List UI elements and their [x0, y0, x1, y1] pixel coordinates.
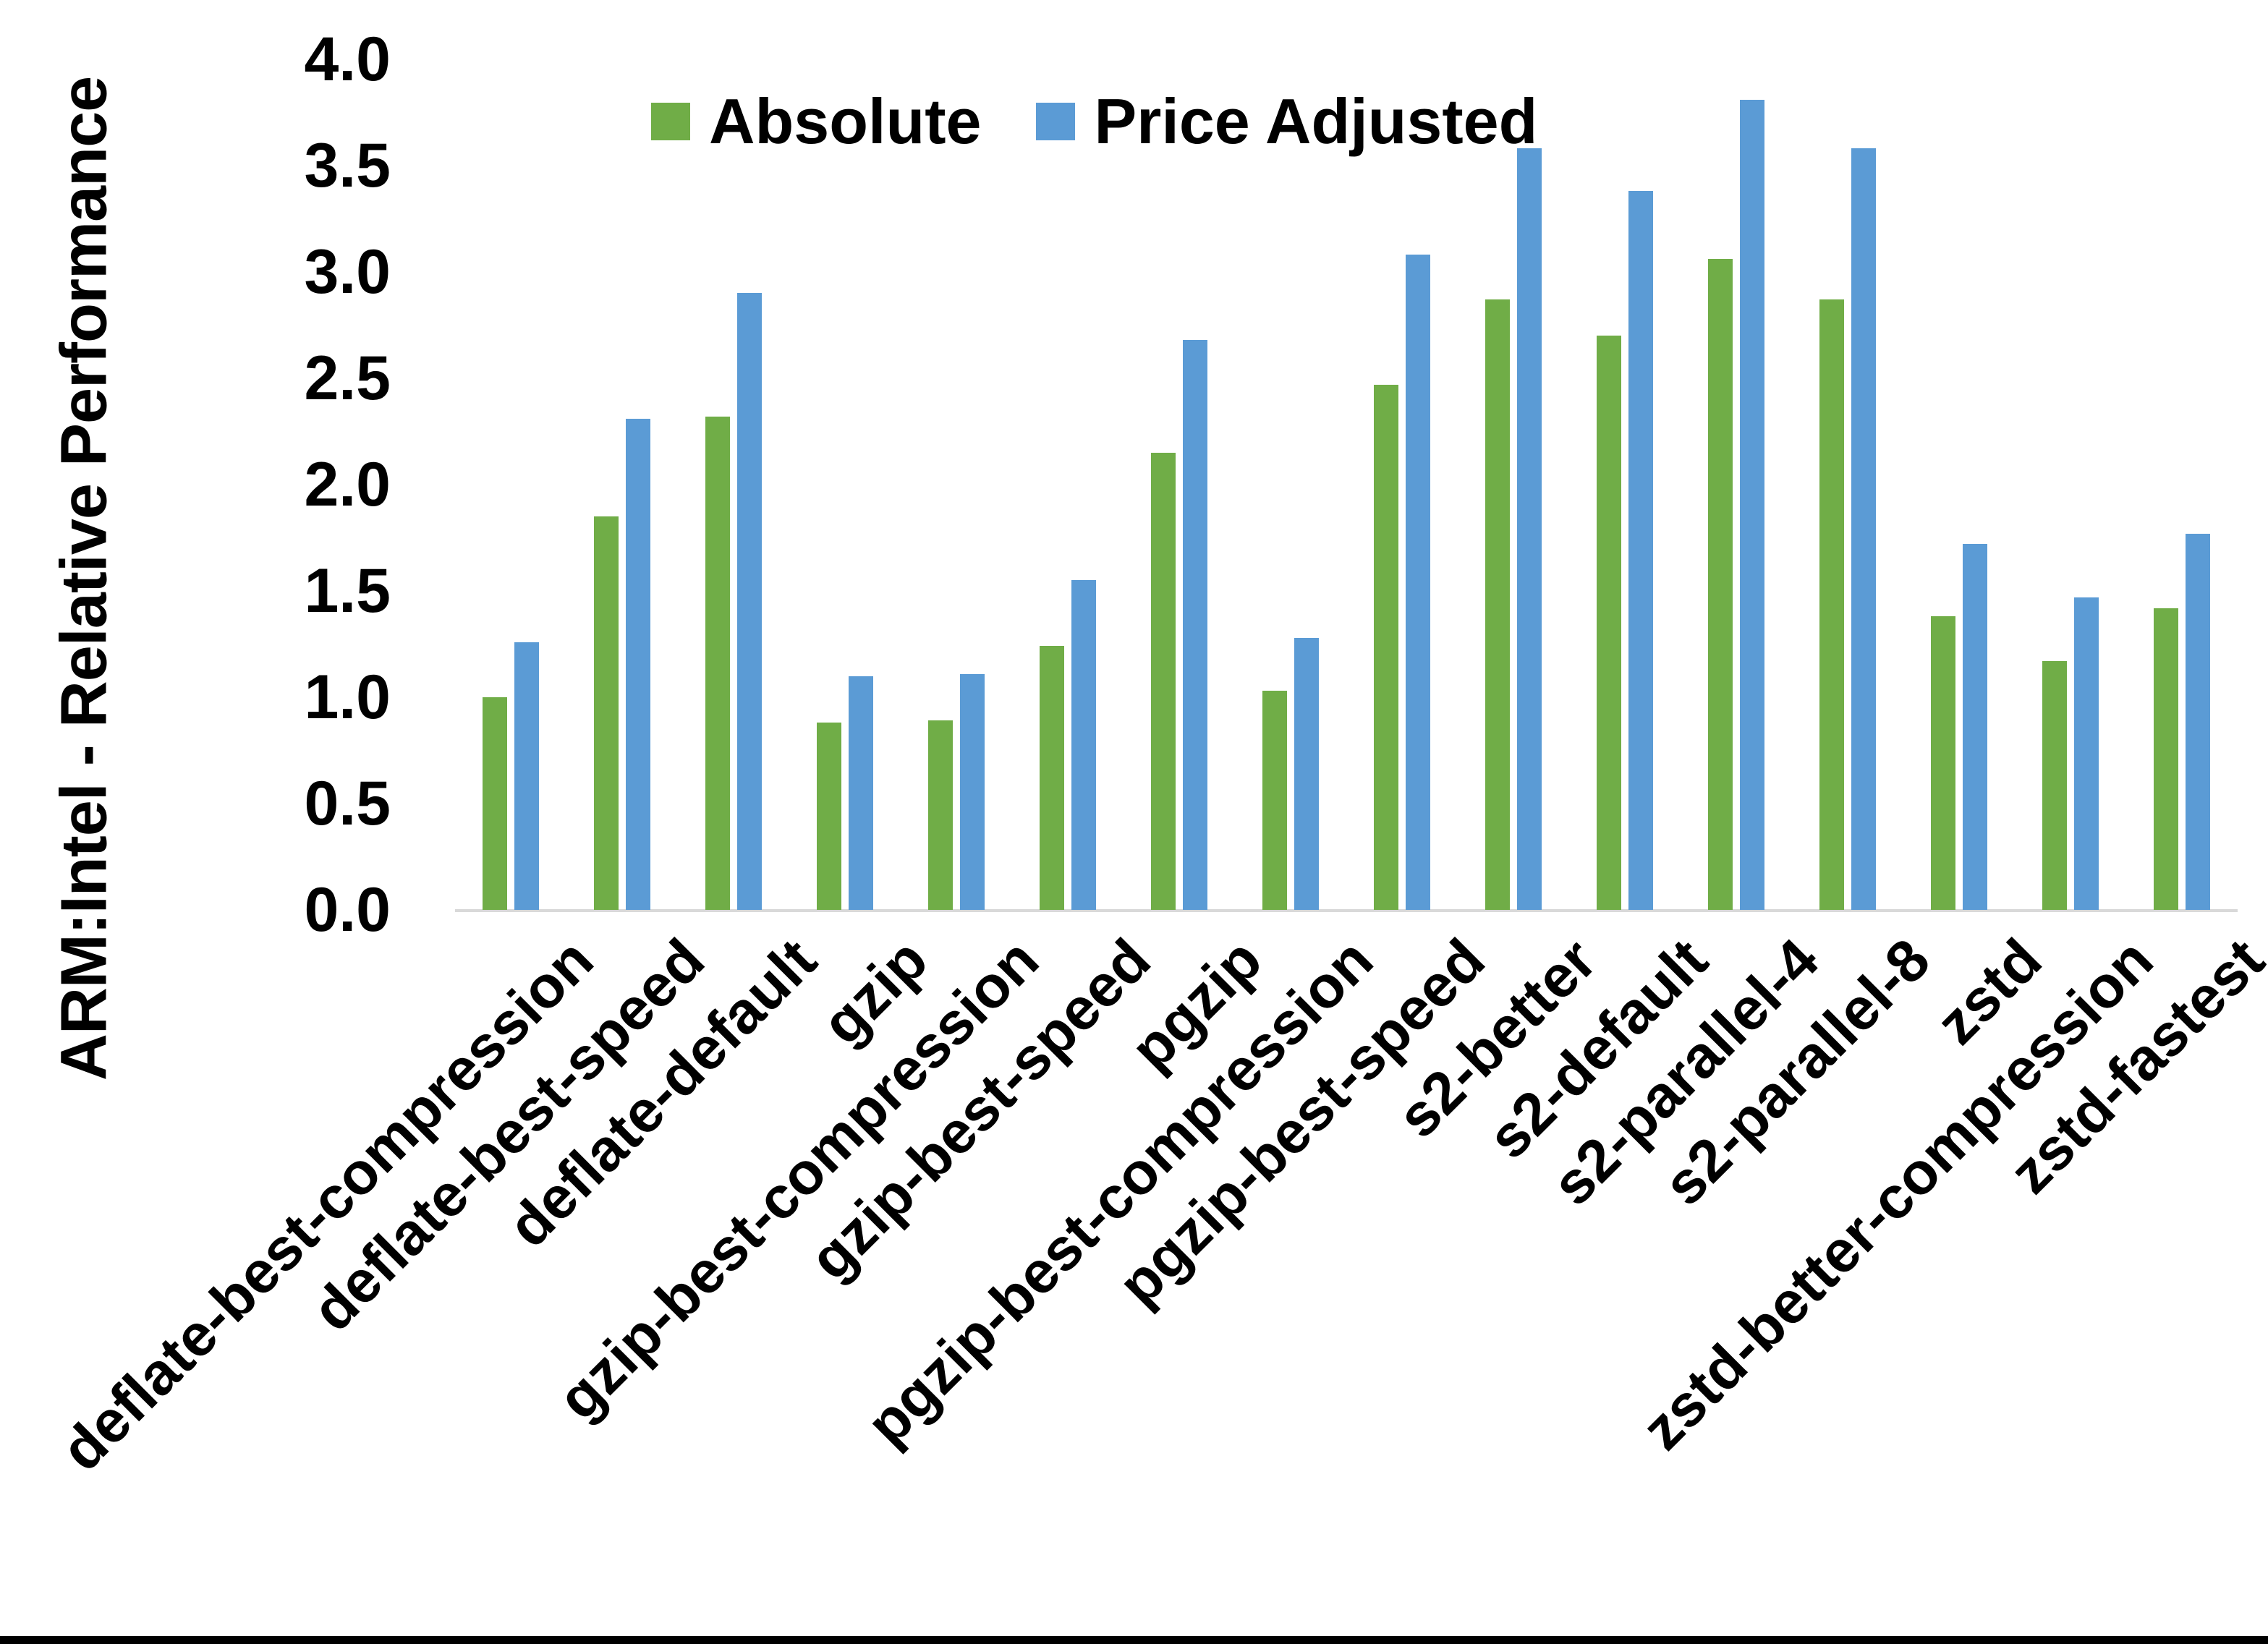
- bar-price-adjusted-s2-better: [1517, 148, 1542, 910]
- y-tick-1.5: 1.5: [304, 556, 391, 626]
- bar-absolute-s2-parallel-4: [1708, 259, 1733, 910]
- bar-absolute-deflate-best-speed: [594, 516, 619, 910]
- y-tick-3.5: 3.5: [304, 131, 391, 200]
- bar-absolute-zstd-fastest: [2154, 608, 2178, 910]
- y-tick-2.5: 2.5: [304, 344, 391, 413]
- legend-swatch-absolute: [651, 103, 690, 140]
- bar-absolute-zstd-better-compression: [2042, 661, 2067, 910]
- bar-absolute-zstd: [1931, 616, 1955, 910]
- bottom-border: [0, 1636, 2268, 1644]
- y-tick-1.0: 1.0: [304, 663, 391, 732]
- bar-price-adjusted-gzip-best-compression: [960, 673, 985, 910]
- bar-absolute-deflate-best-compression: [483, 697, 507, 910]
- y-tick-0.0: 0.0: [304, 875, 391, 945]
- bar-absolute-gzip-best-compression: [928, 720, 953, 910]
- y-tick-4.0: 4.0: [304, 25, 391, 94]
- plot-area: [455, 59, 2238, 912]
- bar-absolute-deflate-default: [705, 416, 730, 910]
- bar-absolute-gzip-best-speed: [1040, 646, 1064, 910]
- bar-absolute-pgzip-best-speed: [1374, 384, 1398, 910]
- bar-absolute-pgzip: [1151, 452, 1176, 910]
- bar-absolute-s2-better: [1485, 299, 1510, 910]
- bar-price-adjusted-pgzip-best-compression: [1294, 637, 1319, 910]
- legend-item-price-adjusted: Price Adjusted: [1036, 85, 1537, 158]
- bar-price-adjusted-deflate-best-compression: [514, 642, 539, 910]
- bar-price-adjusted-s2-default: [1628, 191, 1653, 910]
- legend-label-absolute: Absolute: [709, 85, 982, 157]
- y-tick-2.0: 2.0: [304, 450, 391, 519]
- bar-price-adjusted-gzip: [849, 676, 873, 910]
- bar-price-adjusted-s2-parallel-8: [1851, 148, 1876, 910]
- bar-price-adjusted-zstd-fastest: [2186, 533, 2210, 910]
- bar-absolute-gzip: [817, 723, 841, 910]
- bar-absolute-pgzip-best-compression: [1262, 691, 1287, 910]
- legend-item-absolute: Absolute: [651, 85, 981, 158]
- bar-price-adjusted-deflate-best-speed: [626, 418, 650, 910]
- bar-price-adjusted-zstd-better-compression: [2074, 597, 2099, 910]
- bar-absolute-s2-parallel-8: [1819, 299, 1844, 910]
- y-tick-0.5: 0.5: [304, 769, 391, 838]
- y-tick-3.0: 3.0: [304, 237, 391, 307]
- legend: Absolute Price Adjusted: [651, 85, 1537, 158]
- bar-absolute-s2-default: [1597, 336, 1621, 910]
- legend-swatch-price-adjusted: [1036, 103, 1076, 140]
- bar-price-adjusted-pgzip: [1183, 340, 1207, 910]
- x-axis-line: [455, 909, 2238, 912]
- legend-label-price-adjusted: Price Adjusted: [1094, 85, 1538, 157]
- bar-price-adjusted-deflate-default: [737, 293, 762, 910]
- bar-price-adjusted-zstd: [1963, 544, 1987, 910]
- bar-price-adjusted-pgzip-best-speed: [1406, 255, 1430, 910]
- bar-price-adjusted-gzip-best-speed: [1071, 580, 1096, 910]
- bar-price-adjusted-s2-parallel-4: [1740, 99, 1764, 910]
